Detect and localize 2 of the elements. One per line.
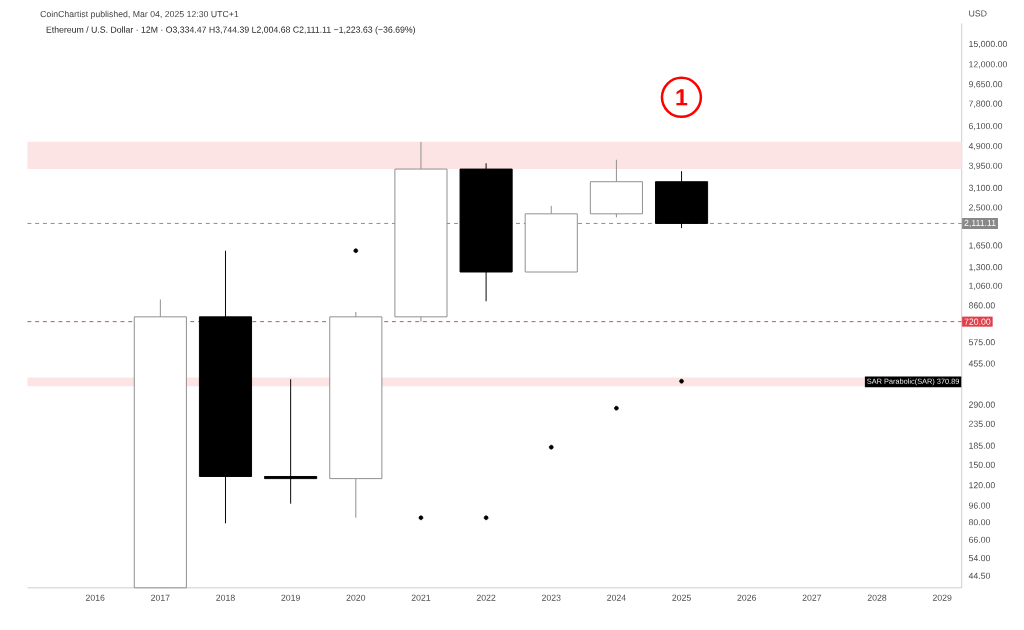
candlestick xyxy=(264,378,318,504)
annotation: 1 xyxy=(676,89,688,105)
